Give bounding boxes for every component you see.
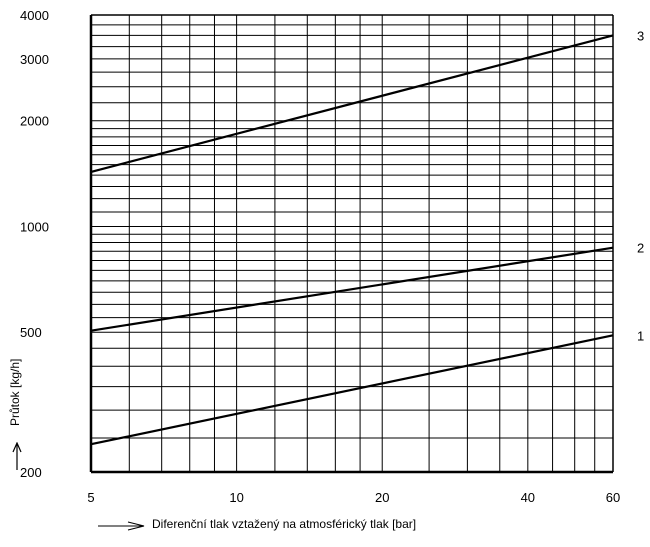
x-axis-label: Diferenční tlak vztažený na atmosférický… [152,517,417,531]
y-tick-label: 200 [20,465,42,480]
series-labels: 1 2 3 [637,28,644,343]
series-line-3 [90,34,614,173]
series-label-1: 1 [637,328,644,343]
x-axis-title: Diferenční tlak vztažený na atmosférický… [98,517,416,531]
series-line-2 [90,246,614,332]
x-tick-labels: 5 10 20 40 60 [87,490,620,505]
y-axis-title: Průtok [kg/h] [8,359,22,470]
y-tick-label: 500 [20,325,42,340]
series-line-1 [90,334,614,446]
series-lines [90,34,614,446]
y-tick-label: 2000 [20,114,49,129]
y-tick-labels: 200 500 1000 2000 3000 4000 [20,8,49,480]
grid [90,14,614,473]
y-tick-label: 4000 [20,8,49,23]
series-label-3: 3 [637,28,644,43]
x-tick-label: 10 [229,490,243,505]
y-tick-label: 1000 [20,219,49,234]
plot-frame [89,14,614,474]
y-axis-label: Průtok [kg/h] [8,358,22,426]
up-arrow-icon [11,441,22,470]
x-tick-label: 20 [375,490,389,505]
x-tick-label: 40 [521,490,535,505]
right-arrow-icon [98,520,146,531]
x-tick-label: 60 [606,490,620,505]
series-label-2: 2 [637,241,644,256]
y-tick-label: 3000 [20,52,49,67]
x-tick-label: 5 [87,490,94,505]
